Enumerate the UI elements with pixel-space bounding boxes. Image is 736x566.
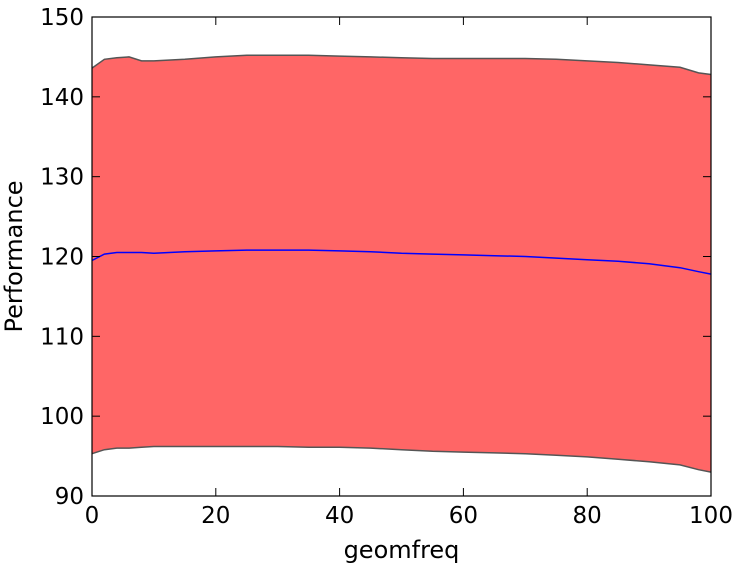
band-layer [91, 54, 712, 473]
y-tick-label: 130 [40, 165, 84, 191]
series-layer [91, 249, 712, 275]
x-tick-label: 80 [573, 503, 602, 529]
y-tick-label: 110 [40, 324, 84, 350]
x-tick-label: 60 [449, 503, 478, 529]
x-tick-label: 40 [325, 503, 354, 529]
band-upper-edge [91, 54, 712, 76]
y-tick-label: 90 [55, 484, 84, 510]
confidence-band [92, 55, 711, 473]
y-tick-label: 120 [40, 245, 84, 271]
x-tick-label: 0 [85, 503, 100, 529]
y-tick-label: 140 [40, 85, 84, 111]
ticks-layer: 0 20 40 60 80 100 90 100 110 120 130 140 150 [40, 5, 733, 529]
x-axis-label: geomfreq [344, 536, 460, 564]
y-tick-label: 100 [40, 404, 84, 430]
series-line-0 [91, 249, 712, 275]
y-axis-label: Performance [0, 180, 28, 332]
y-tick-label: 150 [40, 5, 84, 31]
x-tick-label: 20 [201, 503, 230, 529]
x-tick-label: 100 [689, 503, 733, 529]
band-lower-edge [91, 445, 712, 473]
